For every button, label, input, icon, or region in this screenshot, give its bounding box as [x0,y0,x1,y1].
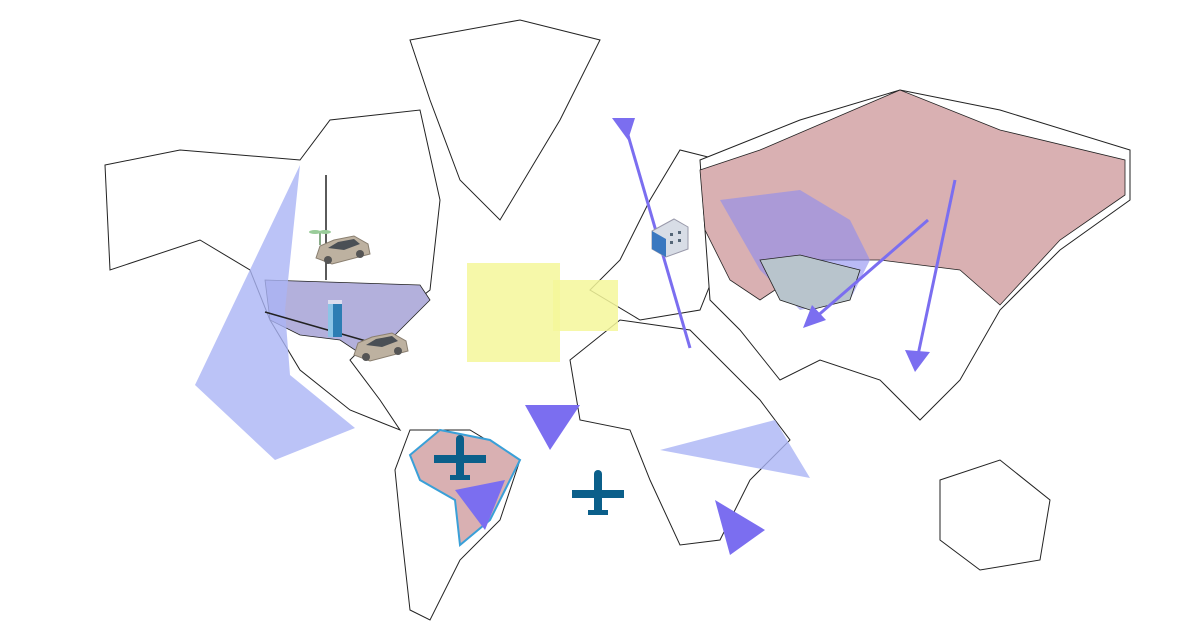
car-icon[interactable] [353,332,409,362]
arrow-line [814,218,929,320]
arrow-head [905,350,930,372]
arrow-head [803,305,826,328]
boundary-line [264,311,381,346]
building-icon[interactable] [651,218,689,258]
airplane-icon[interactable] [572,470,624,515]
triangle-marker [525,405,580,450]
atlantic-yellow-area [467,263,560,362]
triangle-marker [455,480,505,530]
arrow-line [916,179,957,356]
africa [569,319,791,546]
pacific-overlay [195,165,355,460]
iberia-yellow-area [553,280,618,331]
australia [939,459,1051,571]
kazakhstan-highlight [759,254,861,311]
arrow-head [612,118,635,140]
greenland [409,19,601,221]
car-icon[interactable] [315,235,371,265]
office-tower-icon[interactable] [328,300,342,337]
palm-tree-icon [309,230,331,245]
triangle-marker [715,500,765,555]
airplane-icon[interactable] [434,435,486,480]
east-africa-overlay [660,420,810,478]
